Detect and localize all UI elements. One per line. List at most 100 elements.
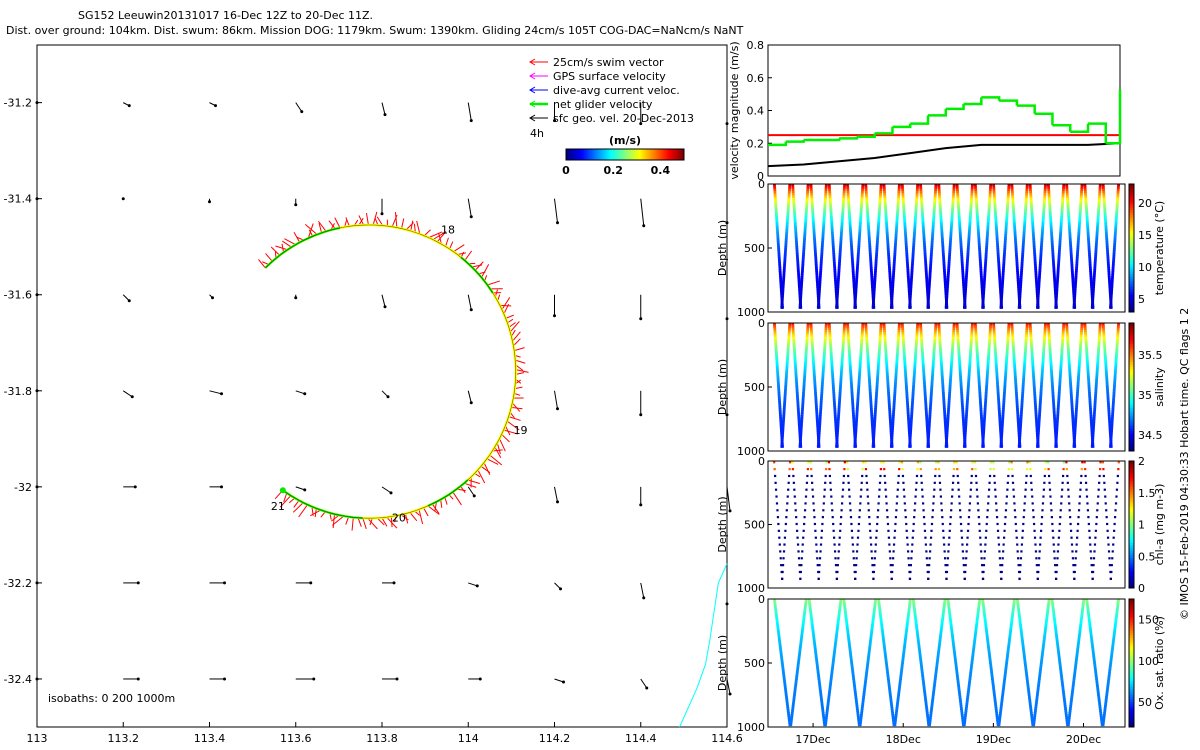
profile-sample [901, 327, 905, 331]
profile-sample [1087, 378, 1090, 381]
profile-sample [952, 193, 955, 196]
profile-sample [1069, 392, 1073, 395]
profile-sample [929, 259, 933, 263]
profile-sample [933, 488, 936, 491]
profile-sample [799, 428, 803, 432]
geo-vector [726, 678, 731, 695]
profile-sample [988, 327, 992, 331]
profile-sample [780, 435, 784, 439]
profile-colorbar-cell [1129, 253, 1134, 257]
profile-sample [969, 348, 973, 352]
profile-sample [842, 332, 846, 335]
profile-sample [1015, 266, 1019, 270]
profile-sample [915, 336, 919, 340]
profile-sample [1043, 197, 1046, 201]
profile-sample [938, 195, 942, 199]
swim-vector [358, 215, 365, 226]
profile-sample [970, 197, 973, 201]
profile-sample [887, 403, 891, 407]
profile-sample [957, 206, 961, 210]
profile-sample [1022, 234, 1026, 238]
profile-sample [1115, 216, 1118, 219]
profile-sample [895, 502, 898, 505]
profile-sample [1048, 343, 1052, 347]
profile-sample [791, 193, 795, 196]
profile-sample [864, 325, 868, 328]
profile-sample [1037, 426, 1041, 430]
profile-sample [794, 236, 798, 240]
profile-sample [886, 246, 890, 249]
profile-sample [853, 438, 857, 441]
profile-sample [812, 223, 815, 226]
profile-sample [817, 292, 821, 295]
profile-sample [1038, 276, 1041, 279]
profile-sample [869, 403, 873, 407]
profile-sample [866, 357, 870, 361]
profile-colorbar-cell [1129, 186, 1134, 190]
profile-sample [1057, 392, 1061, 395]
profile-sample [824, 327, 828, 331]
profile-sample [984, 394, 988, 398]
profile-sample [824, 325, 828, 328]
profile-sample [986, 220, 990, 224]
profile-sample [883, 195, 887, 199]
profile-sample [837, 403, 841, 407]
profile-sample [1024, 336, 1028, 340]
profile-sample [1087, 248, 1091, 252]
profile-sample [930, 385, 934, 388]
profile-sample [1016, 273, 1020, 277]
profile-sample [1116, 336, 1120, 340]
profile-sample [1012, 213, 1016, 217]
profile-sample [985, 378, 989, 381]
profile-sample [852, 415, 855, 418]
profile-sample [1017, 428, 1021, 432]
profile-sample [932, 211, 936, 215]
profile-sample [948, 241, 952, 245]
profile-sample [852, 273, 855, 277]
profile-sample [786, 502, 789, 505]
geo-vector-head [380, 212, 384, 216]
profile-sample [792, 200, 796, 203]
profile-y-tick-label: 1000 [737, 306, 765, 319]
profile-sample [890, 303, 893, 307]
profile-sample [1102, 193, 1106, 196]
profile-sample [797, 417, 801, 421]
profile-sample [838, 255, 842, 259]
profile-sample [928, 271, 932, 275]
profile-sample [854, 294, 857, 298]
profile-sample [939, 488, 942, 491]
profile-sample [1059, 225, 1063, 229]
profile-sample [809, 461, 812, 464]
profile-sample [933, 343, 936, 347]
profile-sample [1096, 225, 1099, 229]
profile-sample [905, 398, 909, 402]
profile-sample [846, 334, 850, 338]
profile-sample [980, 419, 984, 423]
profile-sample [986, 227, 990, 231]
profile-sample [1109, 301, 1113, 305]
profile-sample [1067, 220, 1071, 224]
profile-sample [1107, 410, 1111, 414]
profile-sample [822, 362, 826, 365]
profile-sample [1075, 266, 1078, 270]
profile-sample [1108, 289, 1112, 293]
profile-sample [1057, 259, 1061, 263]
profile-sample [1093, 266, 1097, 270]
profile-sample [849, 380, 853, 384]
profile-sample [776, 380, 780, 384]
profile-sample [961, 417, 965, 421]
profile-sample [968, 223, 972, 226]
profile-sample [1014, 239, 1017, 242]
profile-sample [889, 280, 892, 284]
profile-sample [940, 236, 944, 240]
profile-sample [812, 225, 816, 229]
profile-sample [1092, 273, 1096, 277]
profile-sample [782, 410, 786, 414]
profile-sample [840, 229, 843, 233]
profile-sample [1092, 412, 1096, 416]
profile-sample [1109, 303, 1113, 307]
profile-sample [950, 362, 953, 365]
profile-sample [1034, 273, 1038, 277]
profile-sample [812, 371, 816, 375]
profile-sample [791, 332, 795, 335]
